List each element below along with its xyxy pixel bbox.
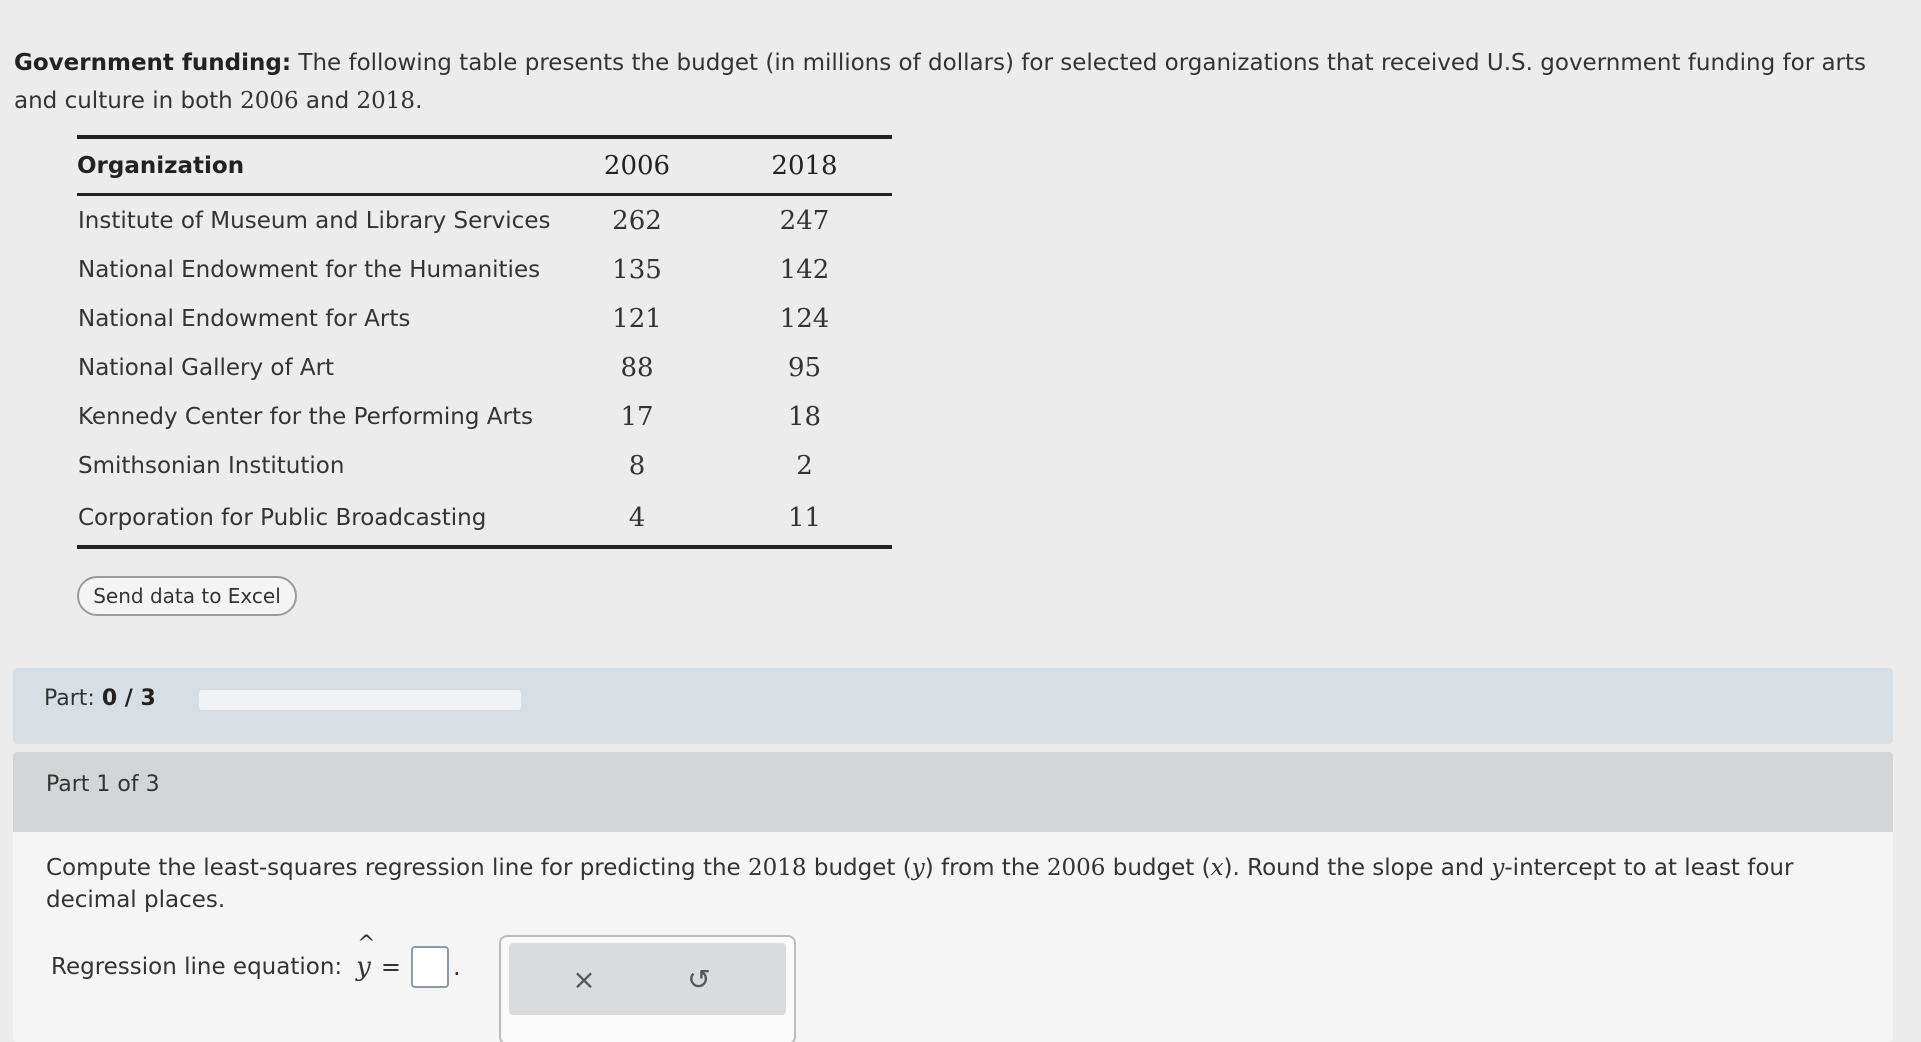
question-var-y: y [911,855,925,881]
budget-table: Organization 2006 2018 Institute of Muse… [77,135,892,549]
header-2018: 2018 [771,151,838,181]
cell-organization: Smithsonian Institution [78,452,345,479]
cell-organization: Corporation for Public Broadcasting [78,504,487,531]
cell-organization: National Endowment for the Humanities [78,256,541,283]
progress-panel: Part: 0 / 3 [13,668,1893,744]
progress-prefix: Part: [44,686,102,711]
send-to-excel-button[interactable]: Send data to Excel [77,576,297,616]
intro-and: and [298,88,357,114]
cell-2006: 135 [612,254,662,285]
question-segment: budget ( [806,855,912,881]
cell-2006: 17 [620,401,654,432]
progress-label: Part: 0 / 3 [44,686,156,711]
cell-2006: 8 [628,450,646,481]
table-row: Kennedy Center for the Performing Arts 1… [77,392,892,441]
progress-track [199,690,521,710]
table-row: National Endowment for the Humanities 13… [77,245,892,294]
cell-2018: 95 [787,352,822,383]
question-segment: ). Round the slope and [1223,855,1492,881]
equation-period: . [452,953,461,981]
intro-text: The following table presents the budget … [14,50,1867,114]
table-row: Smithsonian Institution 8 2 [77,441,892,490]
cell-2018: 142 [779,254,830,285]
table-row: National Gallery of Art 88 95 [77,343,892,392]
toolbox-buttons: × ↺ [509,943,786,1015]
intro-bold-label: Government funding: [14,50,292,76]
cell-organization: National Endowment for Arts [78,305,411,332]
question-segment: ) from the [924,855,1047,881]
cell-organization: National Gallery of Art [78,354,335,381]
progress-value: 0 / 3 [101,686,156,711]
header-2006: 2006 [603,151,671,181]
table-row: National Endowment for Arts 121 124 [77,294,892,343]
regression-answer-input[interactable] [410,946,449,988]
table-row: Institute of Museum and Library Services… [77,195,892,246]
part-panel: Part 1 of 3 Compute the least-squares re… [13,752,1893,1042]
intro-end: . [415,88,423,114]
equation-label: Regression line equation: [51,954,343,980]
table-row: Corporation for Public Broadcasting 4 11 [77,490,892,547]
part-header: Part 1 of 3 [13,752,1893,832]
question-segment: Compute the least-squares regression lin… [46,855,748,881]
question-segment: budget ( [1105,855,1211,881]
problem-intro: Government funding: The following table … [14,44,1894,120]
y-hat-symbol: ^ y [356,932,375,982]
header-organization: Organization [77,153,245,179]
cell-2006: 4 [628,502,646,533]
answer-toolbox: × ↺ [499,935,796,1042]
cell-2006: 262 [612,205,662,236]
cell-2018: 247 [779,205,830,236]
cell-organization: Kennedy Center for the Performing Arts [78,403,533,430]
hat-accent: ^ [357,932,376,957]
equation-row: Regression line equation: ^ y = . [51,932,461,992]
intro-year-2006: 2006 [240,88,299,114]
y-hat-var: y [356,952,371,982]
question-year-2018: 2018 [748,855,807,881]
question-segment: -intercept to at least four decimal plac… [46,855,1794,913]
equals-sign: = [380,953,401,981]
cell-2018: 2 [796,450,813,481]
cell-2018: 124 [779,303,830,334]
cell-2006: 88 [620,352,654,383]
cell-organization: Institute of Museum and Library Services [78,207,551,234]
intro-year-2018: 2018 [356,88,416,114]
cell-2018: 18 [787,401,822,432]
clear-icon[interactable]: × [572,962,596,996]
table-header-row: Organization 2006 2018 [77,137,892,195]
undo-icon[interactable]: ↺ [687,962,711,996]
part-title: Part 1 of 3 [46,772,160,797]
question-text: Compute the least-squares regression lin… [46,852,1846,916]
cell-2006: 121 [612,303,662,334]
question-var-y: y [1491,855,1505,881]
cell-2018: 11 [787,502,822,533]
question-year-2006: 2006 [1046,855,1106,881]
question-var-x: x [1210,855,1224,881]
